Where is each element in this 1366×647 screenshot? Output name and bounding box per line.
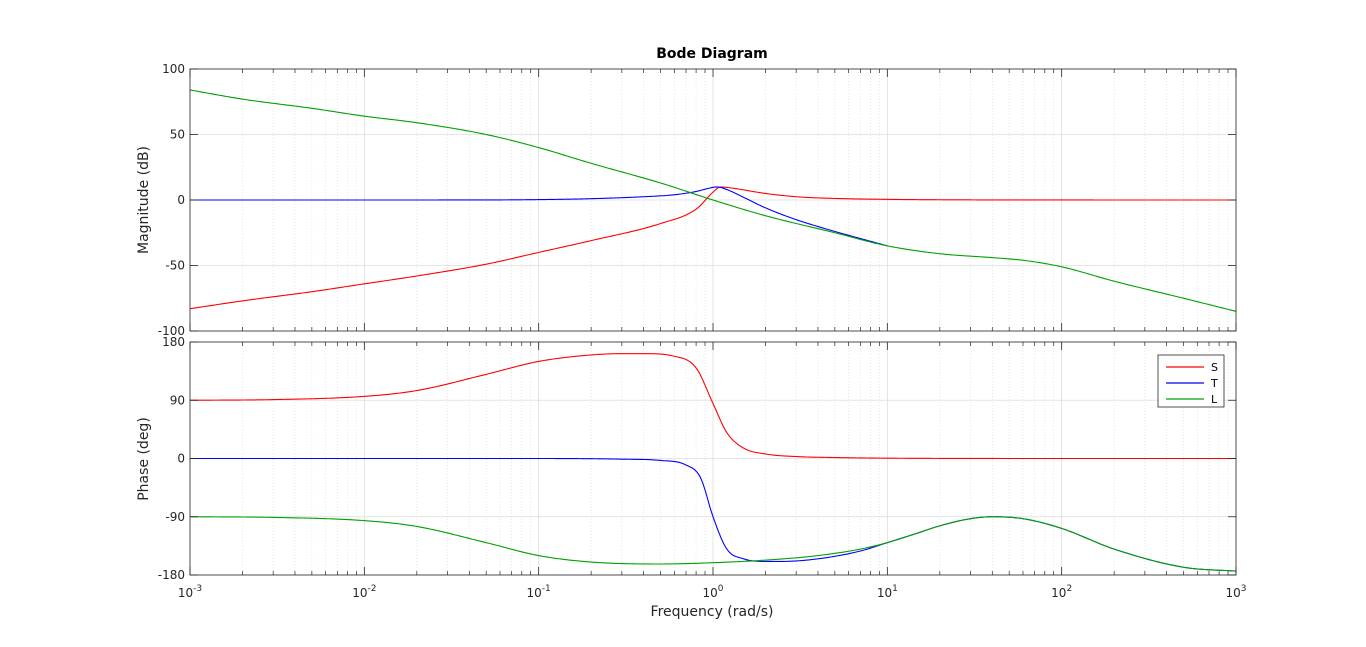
x-tick-label: 10-2 (352, 584, 376, 600)
mag-y-tick-label: 100 (162, 62, 185, 76)
legend-label-L: L (1211, 393, 1218, 406)
mag-series-T (190, 186, 888, 247)
legend-items: STL (1166, 361, 1218, 406)
mag-y-tick-label: 0 (177, 193, 185, 207)
mag-y-tick-label: 50 (170, 128, 185, 142)
magnitude-ticks: -100 -50 0 50 100 (158, 62, 1237, 338)
x-axis-label: Frequency (rad/s) (651, 604, 774, 620)
magnitude-axes: -100 -50 0 50 100 Magnitude (dB) (136, 62, 1237, 338)
x-tick-label: 101 (877, 584, 898, 600)
mag-y-tick-label: -100 (158, 324, 185, 338)
legend-label-S: S (1211, 361, 1218, 374)
phase-axes: -180 -90 0 90 180 Phase (deg) (136, 335, 1237, 582)
x-tick-label: 100 (702, 584, 723, 600)
phase-lines (190, 353, 1236, 572)
x-tick-label: 10-1 (527, 584, 551, 600)
phase-series-L (190, 516, 1236, 572)
legend: STL (1157, 354, 1225, 408)
mag-series-S (190, 186, 1236, 310)
mag-y-tick-label: -50 (165, 259, 185, 273)
magnitude-ylabel: Magnitude (dB) (136, 146, 152, 254)
phase-series-S (190, 353, 1236, 460)
chart-title: Bode Diagram (656, 46, 768, 62)
x-tick-labels: 10-3 10-2 10-1 100 101 102 103 (178, 584, 1247, 600)
phase-ylabel: Phase (deg) (136, 417, 152, 501)
x-tick-label: 103 (1225, 584, 1246, 600)
phase-y-tick-label: 0 (177, 452, 185, 466)
x-tick-label: 10-3 (178, 584, 202, 600)
phase-y-tick-label: 180 (162, 335, 185, 349)
phase-y-tick-label: 90 (170, 393, 185, 407)
phase-y-tick-label: -180 (158, 568, 185, 582)
legend-label-T: T (1210, 377, 1218, 390)
legend-box (1157, 354, 1225, 408)
phase-y-tick-label: -90 (165, 510, 185, 524)
magnitude-lines (190, 89, 1236, 312)
phase-ticks: -180 -90 0 90 180 (158, 335, 1237, 582)
mag-series-L (190, 89, 1236, 312)
x-tick-label: 102 (1051, 584, 1072, 600)
